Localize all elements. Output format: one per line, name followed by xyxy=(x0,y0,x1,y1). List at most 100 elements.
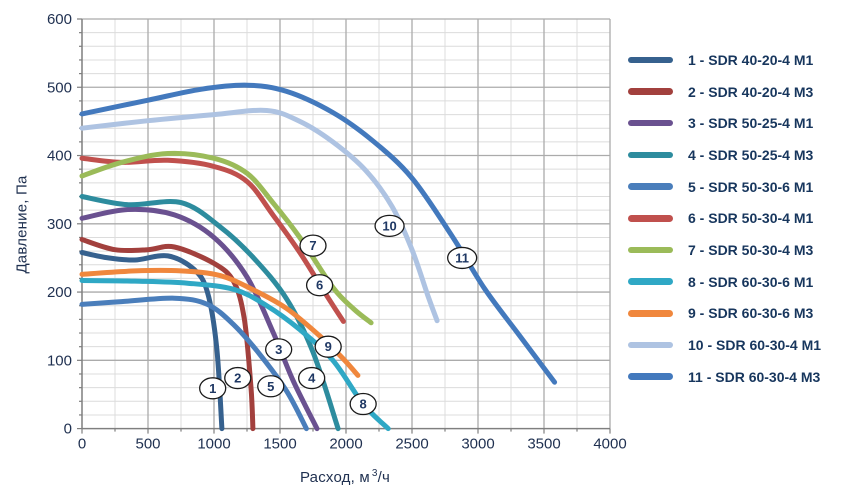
legend-item-5: 5 - SDR 50-30-6 M1 xyxy=(628,171,843,203)
curve-marker-ellipse xyxy=(447,246,478,270)
legend-item-label: 1 - SDR 40-20-4 M1 xyxy=(688,51,814,68)
curve-marker-ellipse xyxy=(299,234,327,257)
curve-marker-number: 5 xyxy=(267,379,274,394)
axis-tick-labels: 0 500 1000 1500 2000 2500 3000 3500 400001002003… xyxy=(47,11,627,453)
curve-marker-ellipse xyxy=(257,375,285,398)
curve-marker-ellipse xyxy=(199,377,227,400)
curve-marker-number: 1 xyxy=(209,381,216,396)
curve-marker-number: 3 xyxy=(275,342,282,357)
legend-item-11: 11 - SDR 60-30-4 M3 xyxy=(628,361,843,393)
legend-item-label: 4 - SDR 50-25-4 M3 xyxy=(688,146,814,163)
curve-marker-number: 2 xyxy=(234,371,241,386)
legend-item-label: 7 - SDR 50-30-4 M3 xyxy=(688,241,814,258)
legend-item-2: 2 - SDR 40-20-4 M3 xyxy=(628,76,843,108)
legend-color-swatch xyxy=(628,310,673,317)
curve-marker-8: 8 xyxy=(349,392,377,416)
x-tick-label: 1000 xyxy=(197,436,230,453)
legend-item-label: 5 - SDR 50-30-6 M1 xyxy=(688,178,814,195)
legend-color-swatch xyxy=(628,151,673,159)
x-tick-label: 4000 xyxy=(593,436,626,453)
legend-item-8: 8 - SDR 60-30-6 M1 xyxy=(628,266,843,298)
series-curve-10 xyxy=(79,107,440,324)
x-tick-label: 3500 xyxy=(527,436,560,453)
x-tick-label: 3000 xyxy=(461,436,494,453)
series-curve-1 xyxy=(79,250,225,432)
x-tick-label: 500 xyxy=(135,436,160,453)
legend-item-1: 1 - SDR 40-20-4 M1 xyxy=(628,44,843,76)
legend-item-10: 10 - SDR 60-30-4 M1 xyxy=(628,329,843,361)
legend-item-label: 8 - SDR 60-30-6 M1 xyxy=(688,273,814,290)
legend-item-9: 9 - SDR 60-30-6 M3 xyxy=(628,298,843,330)
legend-item-label: 11 - SDR 60-30-4 M3 xyxy=(688,368,821,385)
legend-color-swatch xyxy=(628,215,673,222)
curve-marker-ellipse xyxy=(298,366,326,390)
y-tick-label: 100 xyxy=(47,352,72,369)
y-axis-title-text: Давление, Па xyxy=(13,175,31,274)
legend-item-label: 2 - SDR 40-20-4 M3 xyxy=(688,83,814,100)
curve-marker-6: 6 xyxy=(305,274,334,297)
legend-color-swatch xyxy=(628,119,673,127)
legend-color-swatch xyxy=(628,183,673,190)
curve-marker-5: 5 xyxy=(257,375,285,398)
series-curve-11 xyxy=(79,82,558,385)
series-curve-7 xyxy=(79,150,374,326)
series-curve-8 xyxy=(79,278,391,432)
series-curve-5 xyxy=(79,295,309,432)
x-tick-label: 2500 xyxy=(395,436,428,453)
major-gridlines xyxy=(81,18,611,430)
legend-item-4: 4 - SDR 50-25-4 M3 xyxy=(628,139,843,171)
legend-color-swatch xyxy=(628,246,673,254)
curve-marker-ellipse xyxy=(224,366,252,390)
series-curve-4 xyxy=(79,194,341,432)
x-tick-label: 0 xyxy=(78,436,86,453)
curve-marker-ellipse xyxy=(349,392,377,416)
legend-item-label: 10 - SDR 60-30-4 M1 xyxy=(688,337,822,354)
curve-marker-ellipse xyxy=(314,335,342,358)
curve-marker-11: 11 xyxy=(447,246,478,270)
legend-item-7: 7 - SDR 50-30-4 M3 xyxy=(628,234,843,266)
series-curve-2 xyxy=(79,237,256,432)
legend-item-label: 9 - SDR 60-30-6 M3 xyxy=(688,305,814,322)
legend-color-swatch xyxy=(628,56,673,64)
x-axis-title-pre: Расход, м xyxy=(299,469,370,486)
curve-marker-7: 7 xyxy=(299,234,327,257)
y-tick-label: 0 xyxy=(64,421,72,438)
x-tick-label: 1500 xyxy=(263,436,296,453)
series-curve-3 xyxy=(79,206,320,432)
curve-marker-9: 9 xyxy=(314,335,342,358)
legend-item-label: 3 - SDR 50-25-4 M1 xyxy=(688,115,814,132)
y-tick-label: 400 xyxy=(47,148,72,165)
series-curves xyxy=(79,82,558,432)
y-tick-label: 200 xyxy=(47,284,72,301)
chart-legend: 1 - SDR 40-20-4 M1 2 - SDR 40-20-4 M3 3 … xyxy=(628,44,843,393)
y-tick-label: 600 xyxy=(47,11,72,28)
y-tick-label: 500 xyxy=(47,79,72,96)
curve-number-markers: 1 2 3 4 5 6 7 8 9 10 11 xyxy=(199,214,478,416)
x-axis-title-sup: 3 xyxy=(371,468,378,479)
curve-marker-ellipse xyxy=(265,338,293,361)
legend-color-swatch xyxy=(628,341,673,349)
curve-marker-number: 11 xyxy=(455,250,469,265)
y-axis-title: Давление, Па xyxy=(14,125,31,325)
curve-marker-2: 2 xyxy=(224,366,252,390)
x-axis-title-post: /ч xyxy=(377,469,391,486)
curve-marker-number: 10 xyxy=(382,218,396,233)
curve-marker-ellipse xyxy=(374,214,405,237)
curve-marker-number: 8 xyxy=(360,397,367,412)
legend-item-3: 3 - SDR 50-25-4 M1 xyxy=(628,107,843,139)
curve-marker-10: 10 xyxy=(374,214,405,237)
x-axis-title: Расход, м 3/ч xyxy=(200,468,490,486)
curve-marker-number: 9 xyxy=(325,339,332,354)
curve-marker-number: 7 xyxy=(309,238,316,253)
legend-item-label: 6 - SDR 50-30-4 M1 xyxy=(688,210,814,227)
curve-marker-number: 6 xyxy=(316,278,323,293)
curve-marker-1: 1 xyxy=(199,377,227,400)
curve-marker-3: 3 xyxy=(265,338,293,361)
legend-color-swatch xyxy=(628,373,673,380)
curve-marker-number: 4 xyxy=(308,371,316,386)
curve-marker-4: 4 xyxy=(298,366,326,390)
legend-color-swatch xyxy=(628,278,673,285)
legend-item-6: 6 - SDR 50-30-4 M1 xyxy=(628,202,843,234)
